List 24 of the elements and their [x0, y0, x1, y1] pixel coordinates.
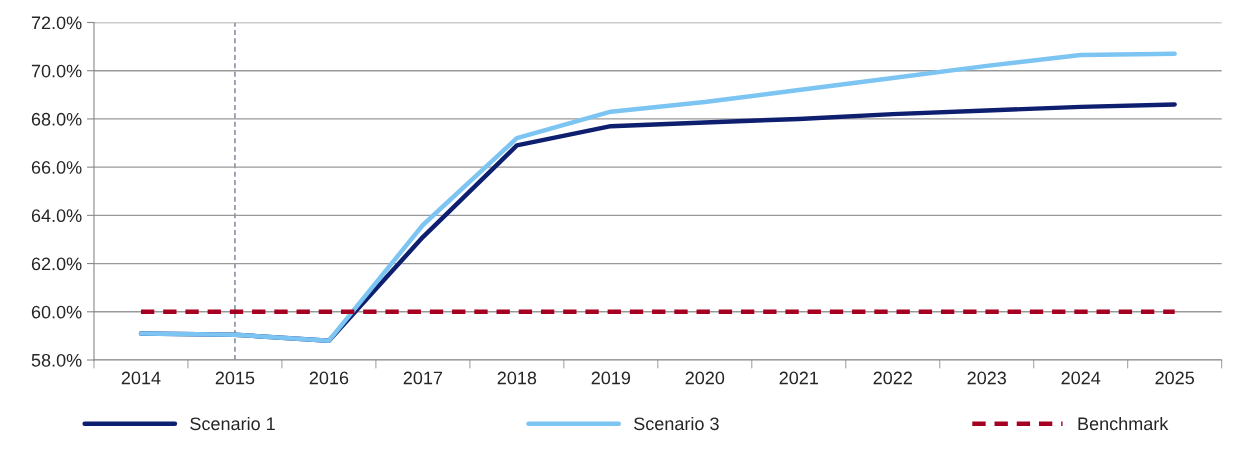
- x-tick-label: 2025: [1155, 371, 1195, 385]
- y-tick-label: 68.0%: [31, 112, 82, 126]
- x-tick-label: 2016: [309, 371, 349, 385]
- x-tick-label: 2018: [497, 371, 537, 385]
- y-tick-label: 70.0%: [31, 64, 82, 78]
- x-tick-label: 2015: [215, 371, 255, 385]
- x-tick-label: 2014: [121, 371, 161, 385]
- x-tick-label: 2017: [403, 371, 443, 385]
- y-tick-label: 58.0%: [31, 353, 82, 367]
- y-tick-label: 72.0%: [31, 16, 82, 30]
- legend-label: Scenario 1: [190, 416, 275, 431]
- y-tick-label: 66.0%: [31, 161, 82, 174]
- y-tick-label: 64.0%: [31, 209, 82, 223]
- x-tick-label: 2020: [685, 371, 725, 385]
- y-tick-label: 62.0%: [31, 257, 82, 271]
- y-tick-label: 60.0%: [31, 305, 82, 319]
- x-tick-label: 2024: [1061, 371, 1101, 385]
- x-tick-label: 2019: [591, 371, 631, 385]
- x-tick-label: 2022: [873, 371, 912, 385]
- legend-label: Scenario 3: [634, 416, 719, 431]
- x-tick-label: 2021: [779, 371, 818, 385]
- line-series: [138, 51, 1177, 343]
- x-tick-label: 2023: [967, 371, 1007, 385]
- legend-label: Benchmark: [1078, 416, 1169, 431]
